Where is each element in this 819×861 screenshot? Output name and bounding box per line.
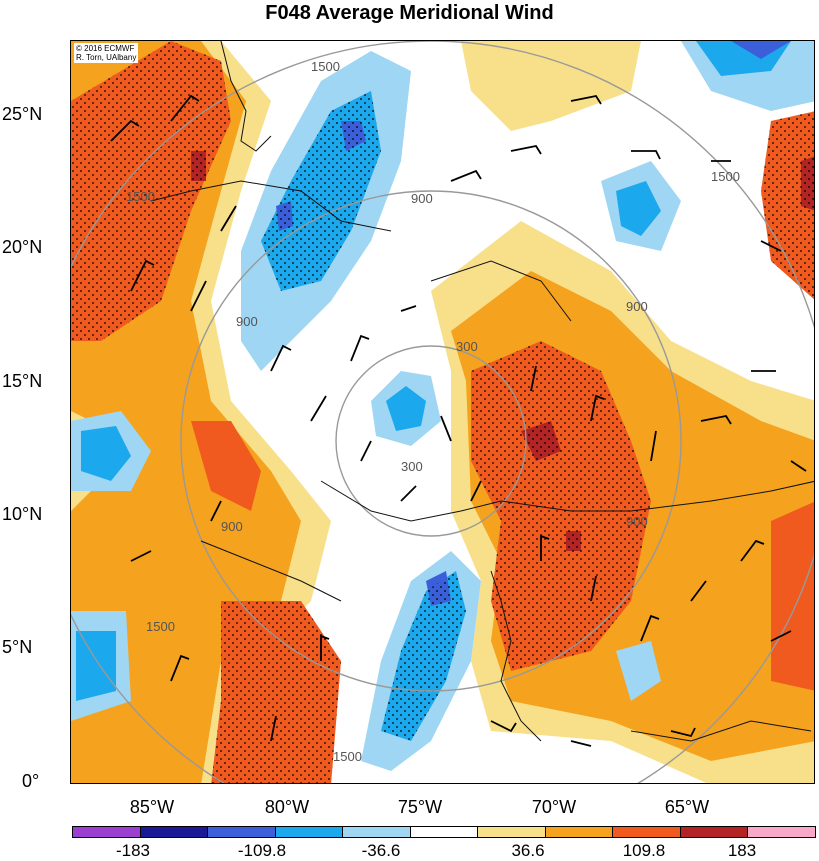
shade-top-yellow: [461, 41, 641, 131]
wind-field-plot: 1500 900 300 300 900 900 1500 1500 1500 …: [71, 41, 814, 783]
colorbar-segment: [613, 827, 681, 837]
contour-label: 1500: [146, 619, 175, 634]
coastlines: [150, 41, 814, 742]
contour-label: 900: [626, 514, 648, 529]
shade-se-blue: [616, 641, 661, 701]
contour-label: 1500: [711, 169, 740, 184]
colorbar-segment: [275, 827, 344, 837]
contour-labels: 1500 900 300 300 900 900 1500 1500 1500 …: [126, 59, 740, 764]
colorbar-segment: [343, 827, 411, 837]
lon-label: 75°W: [397, 797, 443, 817]
shade-ne-blue-small-inner: [616, 181, 661, 236]
colorbar-segment: [478, 827, 546, 837]
shade-center-blue-inner: [386, 386, 426, 431]
colorbar-label: 183: [727, 841, 757, 860]
colorbar-label: -36.6: [361, 841, 401, 860]
contour-label: 1500: [126, 189, 155, 204]
colorbar-segment: [748, 827, 816, 837]
lon-label: 70°W: [531, 797, 577, 817]
colorbar: [72, 826, 816, 838]
colorbar-label: -109.8: [237, 841, 287, 860]
shade-ne-darkblue: [731, 41, 791, 59]
lon-label: 65°W: [664, 797, 710, 817]
contour-label: 300: [401, 459, 423, 474]
credit-box: © 2016 ECMWF R. Torn, UAlbany: [74, 43, 139, 63]
contour-label: 1500: [333, 749, 362, 764]
colorbar-label: -183: [115, 841, 151, 860]
range-rings: [71, 41, 814, 783]
lat-label: 5°N: [2, 637, 33, 657]
lat-label: 10°N: [2, 504, 43, 524]
contour-label: 1500: [311, 59, 340, 74]
contour-label: 900: [221, 519, 243, 534]
chart-title: F048 Average Meridional Wind: [265, 2, 554, 24]
lon-label: 80°W: [264, 797, 310, 817]
colorbar-label: 36.6: [511, 841, 545, 860]
wind-barbs: [110, 94, 807, 747]
colorbar-segment: [140, 827, 209, 837]
colorbar-segment: [208, 827, 276, 837]
credit-line-2: R. Torn, UAlbany: [76, 53, 137, 62]
colorbar-segment: [545, 827, 614, 837]
lat-label: 20°N: [2, 237, 43, 257]
lon-label: 85°W: [129, 797, 175, 817]
lat-label: 0°: [22, 771, 40, 791]
shade-west-blue-inner: [81, 426, 131, 481]
contour-label: 900: [236, 314, 258, 329]
colorbar-label: 109.8: [622, 841, 666, 860]
shade-mid-red: [191, 421, 261, 511]
contour-label: 900: [411, 191, 433, 206]
lat-label: 25°N: [2, 104, 43, 124]
contour-label: 900: [626, 299, 648, 314]
colorbar-segment: [73, 827, 141, 837]
credit-line-1: © 2016 ECMWF: [76, 44, 135, 53]
map-panel: 1500 900 300 300 900 900 1500 1500 1500 …: [70, 40, 815, 784]
shade-sw-blue-inner: [76, 631, 116, 701]
lat-label: 15°N: [2, 371, 43, 391]
shade-se-red: [771, 501, 814, 691]
stipple-layer: [71, 41, 814, 783]
colorbar-segment: [680, 827, 749, 837]
contour-label: 300: [456, 339, 478, 354]
colorbar-segment: [410, 827, 479, 837]
